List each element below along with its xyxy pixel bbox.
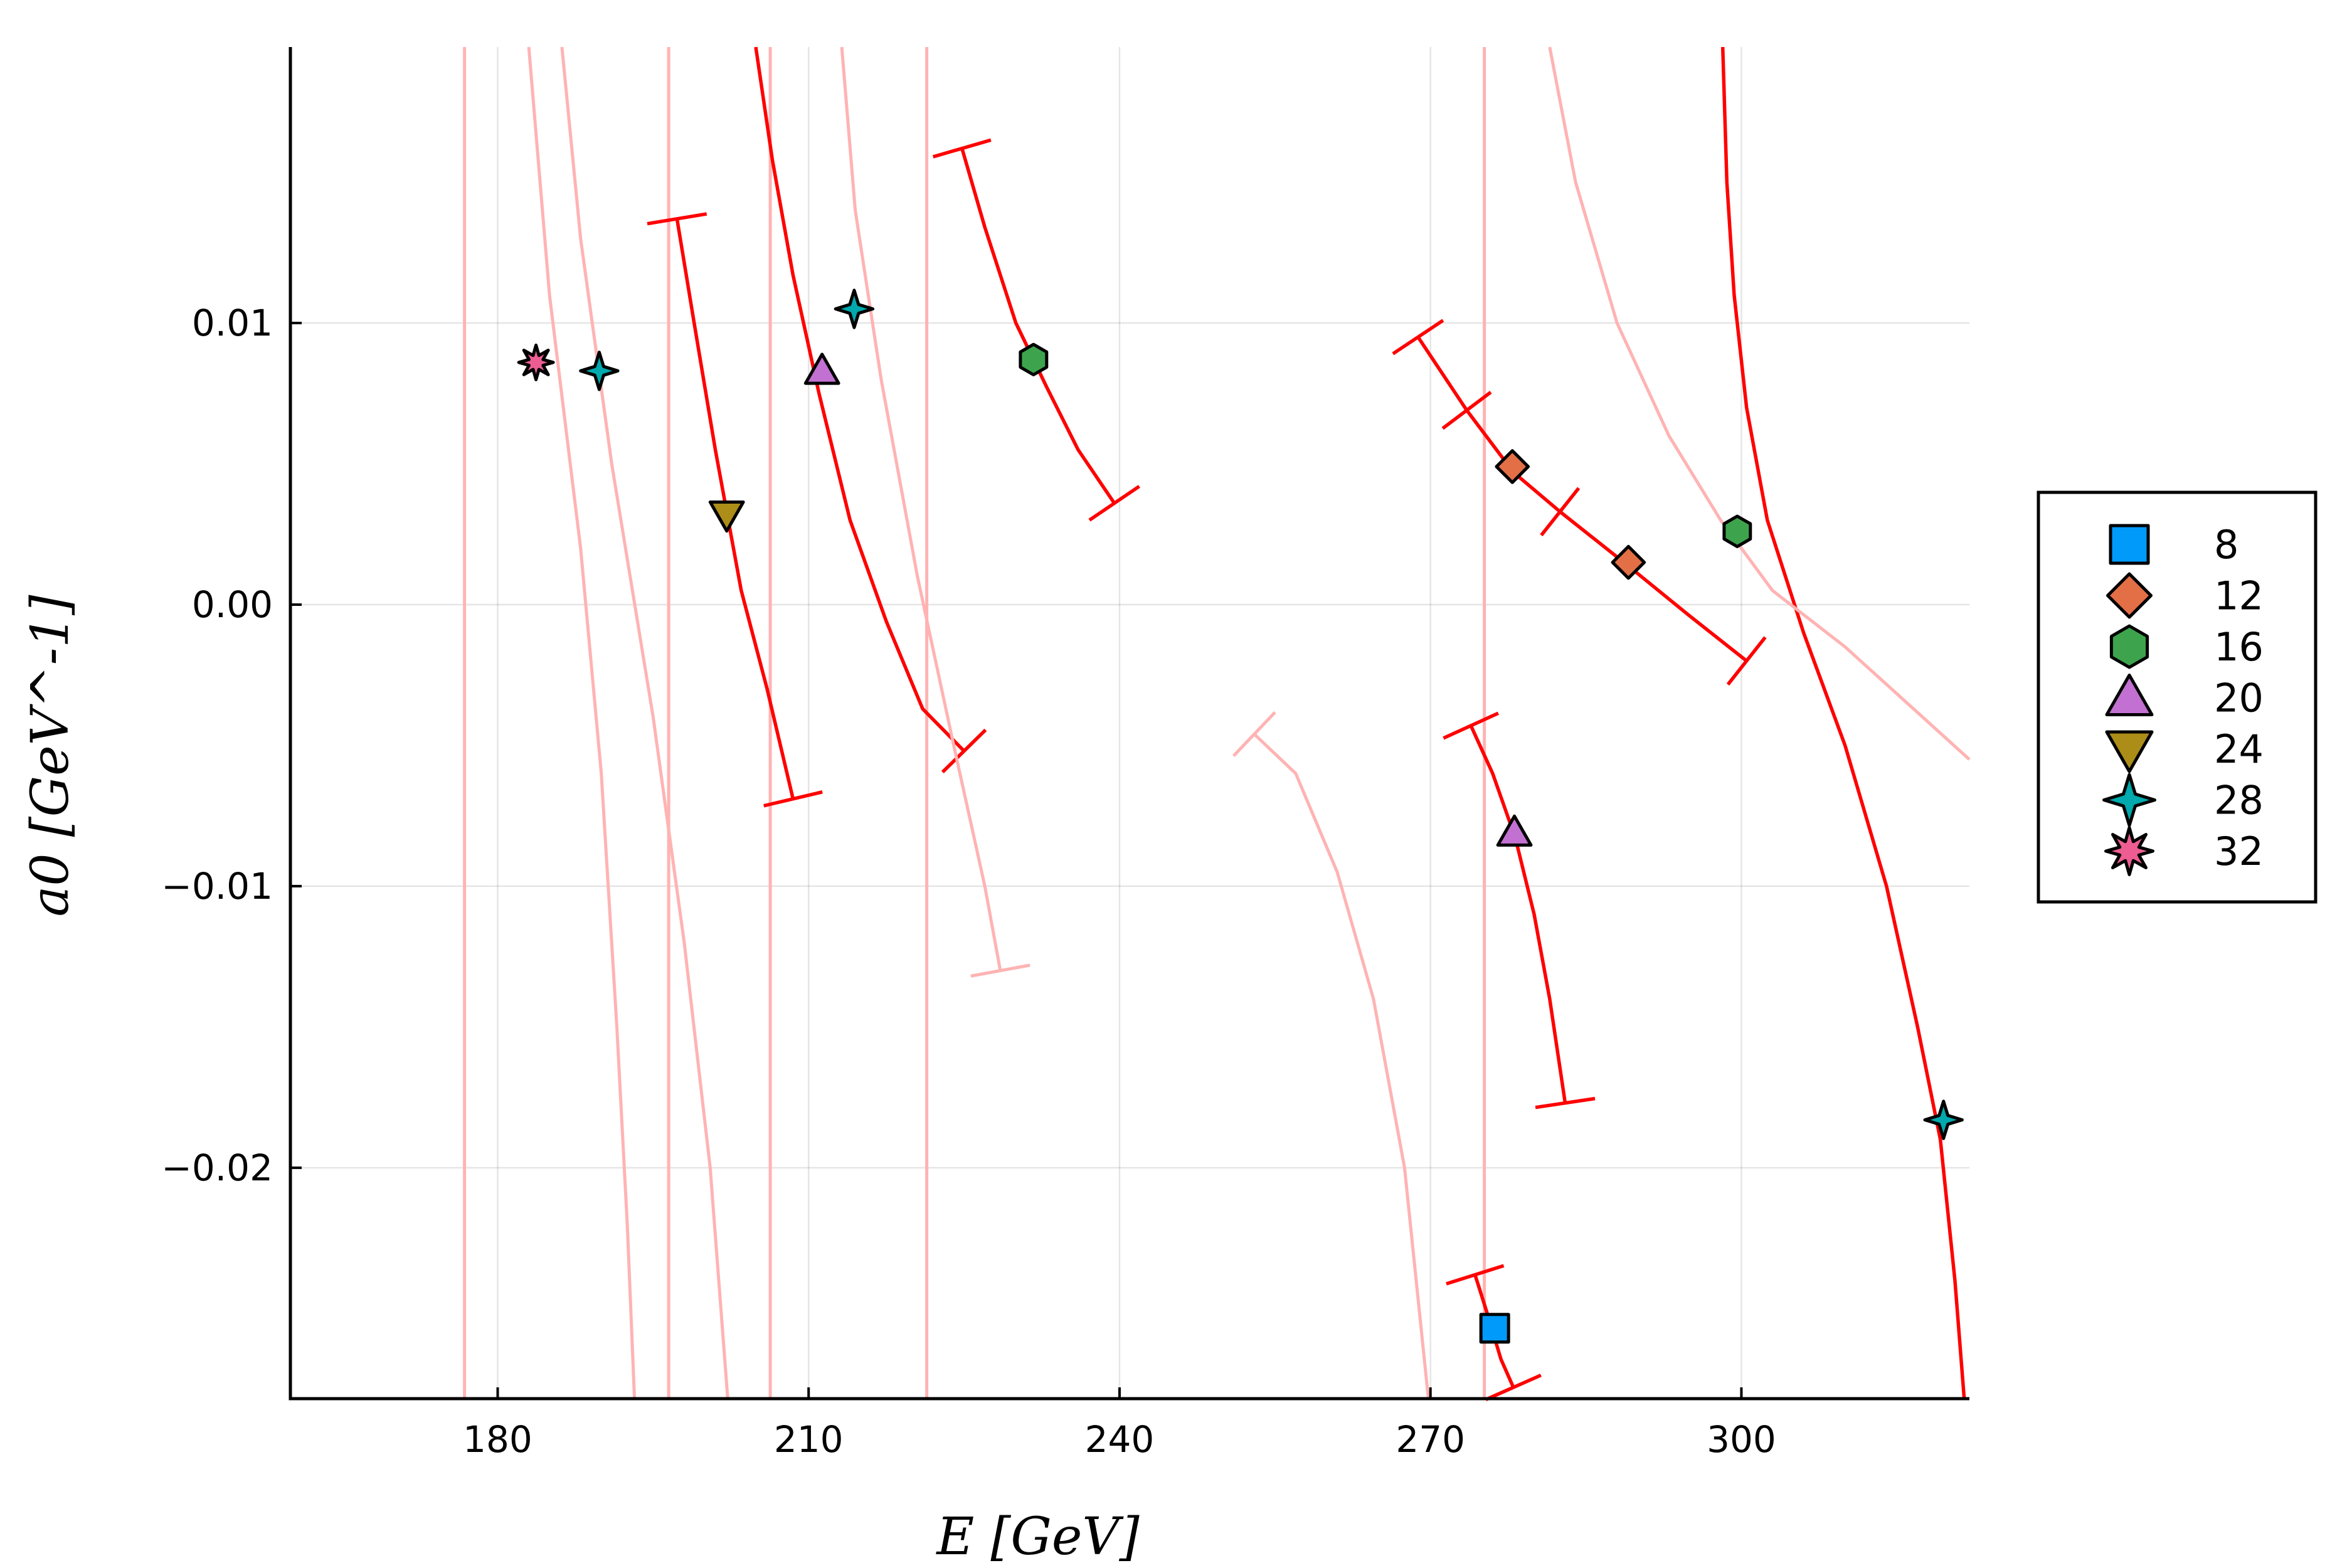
y-tick-label: 0.00 bbox=[192, 583, 273, 626]
error-cap bbox=[1540, 487, 1581, 537]
x-tick-label: 270 bbox=[1396, 1418, 1465, 1461]
curve-2 bbox=[754, 46, 966, 753]
legend-marker-8 bbox=[2109, 524, 2150, 565]
curve-7 bbox=[1720, 46, 1966, 1399]
legend-marker-20 bbox=[2105, 674, 2154, 716]
legend-label-12: 12 bbox=[2214, 573, 2264, 619]
legend-label-24: 24 bbox=[2214, 726, 2264, 772]
curve-12 bbox=[1548, 46, 1971, 761]
data-point-12 bbox=[1611, 544, 1646, 580]
y-tick-label: −0.02 bbox=[161, 1147, 273, 1189]
legend-marker-12 bbox=[2106, 572, 2153, 619]
legend-label-20: 20 bbox=[2214, 675, 2264, 721]
data-points bbox=[517, 289, 1964, 1344]
data-point-32 bbox=[517, 343, 555, 381]
legend-marker-24 bbox=[2105, 730, 2154, 773]
error-cap bbox=[941, 728, 987, 773]
legend-label-32: 32 bbox=[2214, 829, 2264, 874]
tick-labels: 180 210 240 270 300 0.01 0.00 −0.01 −0.02 bbox=[161, 302, 1776, 1461]
vertical-reference-lines bbox=[463, 47, 1486, 1399]
data-point-20 bbox=[1496, 814, 1533, 847]
x-tick-label: 180 bbox=[463, 1418, 532, 1461]
error-cap bbox=[1232, 711, 1276, 757]
error-cap bbox=[1726, 636, 1767, 686]
y-tick-label: 0.01 bbox=[192, 302, 273, 344]
legend-marker-16 bbox=[2109, 624, 2149, 669]
legend-label-8: 8 bbox=[2214, 522, 2238, 568]
error-cap bbox=[763, 790, 823, 808]
x-tick-label: 210 bbox=[774, 1418, 844, 1461]
error-cap bbox=[1392, 319, 1444, 356]
legend-label-28: 28 bbox=[2214, 778, 2264, 824]
curve-9 bbox=[560, 46, 729, 1399]
axis-titles: E [GeV] a0 [GeV^-1] bbox=[21, 595, 1140, 1567]
legend: 8 12 16 20 24 28 32 bbox=[2037, 490, 2318, 904]
data-point-12 bbox=[1495, 449, 1530, 484]
y-axis-title: a0 [GeV^-1] bbox=[21, 595, 80, 917]
curve-5 bbox=[1469, 724, 1567, 1104]
curve-8 bbox=[527, 46, 637, 1399]
y-tick-label: −0.01 bbox=[161, 865, 273, 908]
x-tick-label: 300 bbox=[1707, 1418, 1776, 1461]
x-tick-label: 240 bbox=[1085, 1418, 1155, 1461]
error-cap bbox=[1446, 1264, 1505, 1286]
curve-10 bbox=[840, 46, 1002, 972]
data-point-16 bbox=[1722, 514, 1752, 548]
error-cap bbox=[970, 963, 1030, 978]
axes bbox=[289, 47, 1969, 1401]
legend-label-16: 16 bbox=[2214, 624, 2264, 670]
data-point-28 bbox=[1923, 1099, 1964, 1140]
error-cap bbox=[1485, 1374, 1542, 1401]
data-point-28 bbox=[834, 289, 875, 329]
legend-marker-28 bbox=[2102, 773, 2156, 827]
data-point-24 bbox=[708, 500, 745, 533]
error-cap bbox=[1443, 711, 1499, 740]
error-cap bbox=[1535, 1096, 1596, 1110]
curve-11 bbox=[1253, 733, 1430, 1399]
x-axis-title: E [GeV] bbox=[935, 1507, 1140, 1567]
data-point-8 bbox=[1479, 1313, 1510, 1344]
error-cap bbox=[1088, 485, 1140, 522]
error-cap bbox=[647, 212, 707, 226]
data-point-20 bbox=[803, 352, 840, 385]
error-cap bbox=[1441, 391, 1492, 430]
legend-marker-32 bbox=[2104, 826, 2154, 876]
error-cap bbox=[932, 138, 992, 159]
data-point-28 bbox=[579, 351, 620, 391]
gridlines bbox=[290, 47, 1969, 1399]
data-point-16 bbox=[1019, 342, 1049, 376]
legend-box bbox=[2037, 490, 2318, 904]
